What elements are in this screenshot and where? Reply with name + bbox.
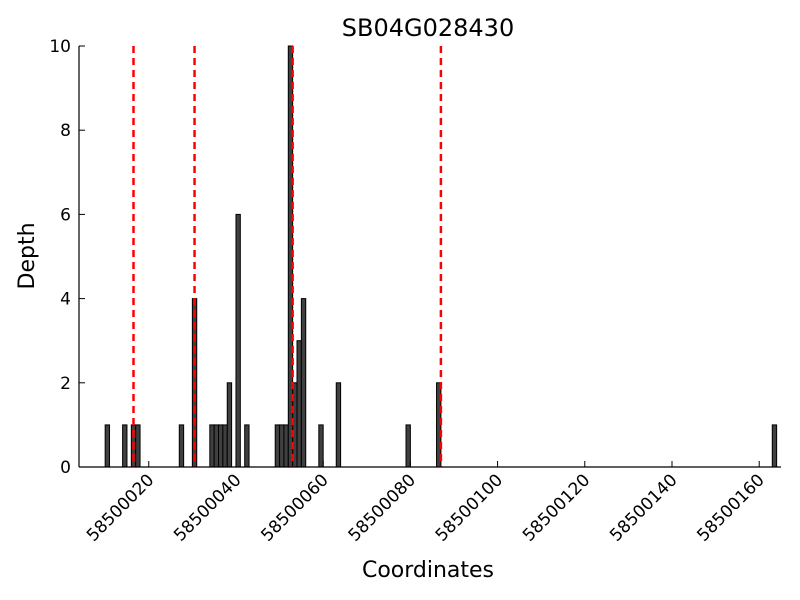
- x-tick-label: 58500120: [519, 470, 594, 545]
- chart-title: SB04G028430: [342, 14, 514, 42]
- x-tick-label: 58500040: [170, 470, 245, 545]
- x-tick-label: 58500060: [257, 470, 332, 545]
- depth-bar: [235, 213, 241, 468]
- x-tick-label: 58500160: [693, 470, 768, 545]
- y-tick-label: 10: [49, 37, 71, 57]
- depth-bar: [283, 424, 289, 468]
- depth-bar: [213, 424, 220, 468]
- depth-bar: [135, 424, 141, 468]
- y-tick-label: 4: [60, 290, 71, 310]
- x-axis-label: Coordinates: [362, 558, 494, 583]
- y-axis-label: Depth: [15, 222, 40, 289]
- depth-bar: [122, 424, 128, 468]
- depth-bar: [274, 424, 281, 468]
- depth-bar: [178, 424, 185, 468]
- x-tick-label: 58500080: [345, 470, 420, 545]
- depth-bar: [222, 424, 228, 468]
- depth-bar: [209, 424, 215, 468]
- y-tick-label: 6: [60, 205, 71, 225]
- depth-bar: [226, 382, 233, 468]
- depth-bar: [300, 298, 307, 468]
- y-tick-label: 0: [60, 458, 71, 478]
- depth-bar: [771, 424, 778, 468]
- depth-bar: [318, 424, 324, 468]
- depth-bar: [335, 382, 342, 468]
- x-tick-label: 58500140: [606, 470, 681, 545]
- y-tick-label: 2: [60, 374, 71, 394]
- depth-bar: [218, 424, 224, 468]
- depth-bar: [405, 424, 411, 468]
- x-tick-label: 58500100: [432, 470, 507, 545]
- depth-bar: [296, 340, 302, 468]
- depth-bar: [244, 424, 250, 468]
- depth-bar: [104, 424, 111, 468]
- reference-lines-layer: [132, 46, 443, 467]
- depth-bar: [279, 424, 285, 468]
- y-tick-label: 8: [60, 121, 71, 141]
- x-tick-label: 58500020: [83, 470, 158, 545]
